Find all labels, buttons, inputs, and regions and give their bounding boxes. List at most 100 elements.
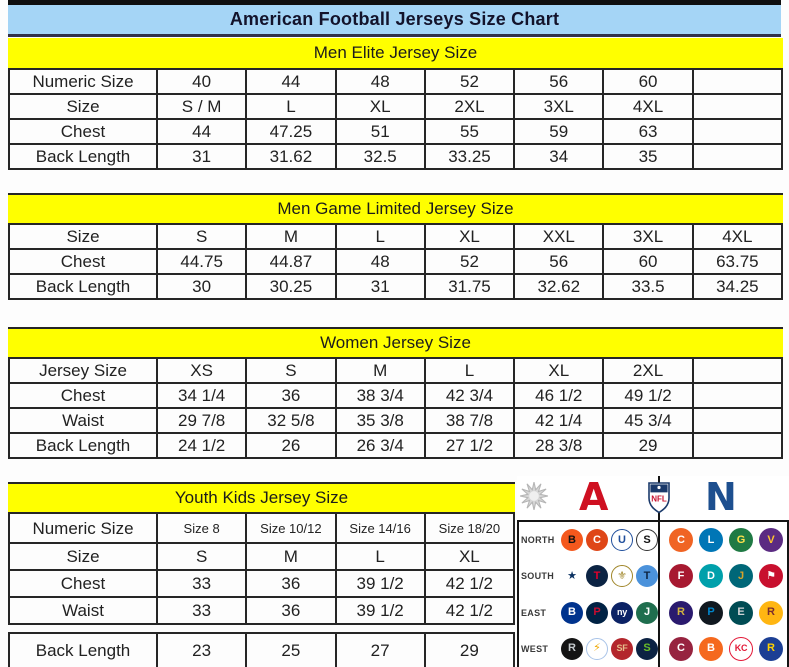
men-elite-table: Men Elite Jersey Size Numeric Size 40 44 48… (8, 38, 784, 170)
size-cell: 39 1/2 (334, 596, 426, 625)
row-label: Size (8, 542, 158, 571)
size-cell: 52 (423, 248, 516, 275)
division-label: EAST (521, 607, 547, 618)
size-cell: 32.62 (513, 273, 605, 300)
size-cell: 44.75 (155, 248, 248, 275)
size-cell: 44.87 (245, 248, 337, 275)
size-cell: XXL (513, 223, 605, 250)
size-cell: 45 3/4 (602, 407, 694, 434)
size-cell: 52 (423, 68, 516, 95)
size-cell: 42 1/4 (513, 407, 605, 434)
size-cell: 31.75 (423, 273, 516, 300)
team-logo-rams: R (759, 636, 783, 661)
size-cell: 32.5 (334, 143, 426, 170)
size-cell: XL (423, 223, 516, 250)
size-cell: 29 7/8 (155, 407, 248, 434)
size-cell: 39 1/2 (334, 569, 426, 598)
row-label: Waist (8, 407, 158, 434)
afc-division-cell: SOUTH ★ T ⚜ T (519, 565, 659, 588)
team-logo-cardinals: C (669, 636, 693, 661)
size-cell: 44 (155, 118, 248, 145)
team-logo-ravens: R (669, 600, 693, 625)
row-label: Back Length (8, 632, 158, 667)
row-label: Chest (8, 248, 158, 275)
size-cell: M (334, 357, 426, 384)
team-logo-texans: T (586, 565, 608, 588)
size-cell: 56 (513, 248, 605, 275)
team-logo-49ers: SF (611, 637, 633, 660)
page-title: American Football Jerseys Size Chart (8, 0, 781, 37)
size-cell: 36 (245, 596, 337, 625)
afc-logo: A (579, 475, 609, 519)
size-cell: 63.75 (691, 248, 784, 275)
size-cell: 29 (423, 632, 516, 667)
size-cell: 46 1/2 (513, 382, 605, 409)
team-logo-titans: T (636, 565, 658, 588)
size-cell: XS (155, 357, 248, 384)
row-label: Jersey Size (8, 357, 158, 384)
size-cell: 34 1/4 (155, 382, 248, 409)
size-cell: 40 (155, 68, 248, 95)
afc-division-cell: WEST R ⚡ SF S (519, 637, 659, 660)
team-logo-jaguars: J (729, 564, 753, 589)
size-cell: XL (334, 93, 426, 120)
team-logo-falcons: F (669, 564, 693, 589)
size-cell: 30.25 (245, 273, 337, 300)
size-cell: 31.62 (245, 143, 337, 170)
size-cell: 42 1/2 (423, 596, 516, 625)
size-cell: 48 (334, 248, 426, 275)
panel-header-divider-line (517, 520, 789, 522)
size-cell: 33 (155, 569, 248, 598)
size-cell: 2XL (602, 357, 694, 384)
size-cell: 30 (155, 273, 248, 300)
men-elite-grid: Numeric Size 40 44 48 52 56 60 Size S / M L XL 2XL 3… (8, 68, 784, 170)
nfl-teams-panel: A NFL N NORTH B C U S C L G V SOUTH ★ T ⚜ T F D J ⚑ EAST B P… (517, 475, 789, 667)
division-label: WEST (521, 643, 549, 654)
men-elite-header: Men Elite Jersey Size (8, 38, 783, 68)
row-label: Chest (8, 569, 158, 598)
size-cell: M (245, 542, 337, 571)
size-cell: 23 (155, 632, 248, 667)
team-logo-dolphins: D (699, 564, 723, 589)
men-game-limited-table: Men Game Limited Jersey Size Size S M L XL XX… (8, 193, 784, 300)
men-game-limited-grid: Size S M L XL XXL 3XL 4XL Chest 44.75 44.87 48 52 56 6… (8, 223, 784, 300)
afc-division-cell: NORTH B C U S (519, 529, 659, 552)
size-cell: 38 3/4 (334, 382, 426, 409)
row-label: Chest (8, 382, 158, 409)
team-logo-broncos: B (699, 636, 723, 661)
team-logo-raiders: R (561, 637, 583, 660)
size-cell: L (334, 542, 426, 571)
size-cell: 59 (513, 118, 605, 145)
youth-kids-table: Youth Kids Jersey Size Numeric Size Size … (8, 482, 516, 667)
team-logo-cowboys: ★ (561, 565, 583, 588)
team-logo-chiefs: KC (729, 636, 753, 661)
size-cell: 48 (334, 68, 426, 95)
size-cell: 24 1/2 (155, 432, 248, 459)
team-logo-seahawks: S (636, 637, 658, 660)
size-cell: 26 (245, 432, 337, 459)
size-cell: 35 3/8 (334, 407, 426, 434)
logo-panel-header: A NFL N (517, 475, 789, 520)
size-cell: 38 7/8 (423, 407, 516, 434)
size-cell: 33.25 (423, 143, 516, 170)
size-cell (691, 432, 784, 459)
team-logo-saints: ⚜ (611, 565, 633, 588)
team-logo-jets: J (636, 601, 658, 624)
size-cell: M (245, 223, 337, 250)
size-cell: Size 14/16 (334, 512, 426, 544)
svg-text:NFL: NFL (651, 495, 667, 504)
size-cell: 63 (602, 118, 694, 145)
team-logo-panthers: P (699, 600, 723, 625)
team-logo-vikings: V (759, 528, 783, 553)
size-cell (691, 68, 784, 95)
team-logo-patriots: P (586, 601, 608, 624)
size-cell (691, 407, 784, 434)
division-label: SOUTH (521, 571, 554, 582)
size-cell: XL (423, 542, 516, 571)
row-label: Numeric Size (8, 68, 158, 95)
size-cell: 28 3/8 (513, 432, 605, 459)
